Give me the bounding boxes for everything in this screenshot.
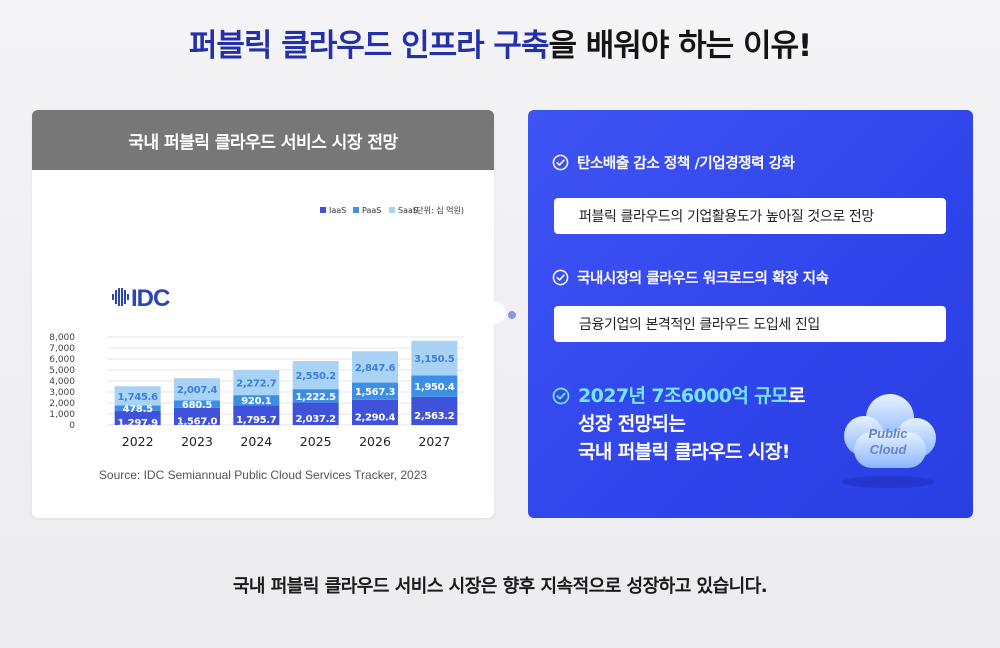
bar-iaas-2026 [352, 399, 398, 425]
bar-saas-2023 [174, 378, 220, 401]
data-label: 2,290.4 [355, 412, 396, 423]
check-circle-icon [552, 154, 569, 171]
callout-line-3: 국내 퍼블릭 클라우드 시장! [578, 441, 790, 463]
reasons-panel: 탄소배출 감소 정책 /기업경쟁력 강화 퍼블릭 클라우드의 기업활용도가 높아… [528, 110, 973, 518]
bar-iaas-2022 [114, 410, 161, 425]
legend-swatch [389, 207, 395, 213]
bar-iaas-2024 [233, 405, 280, 425]
bar-iaas-2025 [292, 402, 339, 425]
market-size-callout: 2027년 7조6000억 규모 로 성장 전망되는 국내 퍼블릭 클라우드 시장… [552, 382, 806, 466]
x-tick-label: 2024 [240, 434, 272, 449]
check-circle-icon [552, 269, 569, 286]
legend-swatch [353, 207, 359, 213]
data-label: 2,563.2 [414, 411, 455, 422]
idc-logo-text: IDC [131, 285, 170, 312]
reason-1: 탄소배출 감소 정책 /기업경쟁력 강화 [552, 152, 795, 173]
data-label: 3,150.5 [414, 354, 455, 365]
data-label: 680.5 [182, 400, 212, 411]
y-tick-label: 3,000 [49, 388, 75, 398]
cloud-text-line2: Cloud [870, 442, 908, 457]
data-label: 1,297.9 [118, 418, 159, 429]
reason-2-pill: 금융기업의 본격적인 클라우드 도입세 진입 [554, 306, 946, 342]
y-tick-label: 0 [69, 421, 75, 431]
x-tick-label: 2027 [418, 434, 450, 449]
page-headline: 퍼블릭 클라우드 인프라 구축을 배워야 하는 이유! [0, 20, 1000, 65]
y-tick-label: 4,000 [49, 377, 75, 387]
bar-paas-2022 [114, 405, 161, 411]
cloud-text-line1: Public [868, 426, 908, 441]
bar-paas-2025 [292, 389, 339, 403]
data-label: 2,272.7 [236, 379, 277, 390]
y-tick-label: 1,000 [49, 410, 75, 420]
connector-dot [508, 311, 516, 319]
x-tick-label: 2022 [122, 434, 154, 449]
data-label: 2,847.6 [355, 363, 396, 374]
reason-2-text: 국내시장의 클라우드 워크로드의 확장 지속 [577, 271, 829, 287]
data-label: 1,795.7 [236, 415, 277, 426]
legend-label: PaaS [362, 206, 381, 215]
idc-globe-icon [112, 288, 129, 306]
market-chart: IDC 01,0002,0003,0004,0005,0006,0007,000… [49, 205, 464, 449]
callout-line-2: 성장 전망되는 [578, 413, 686, 435]
data-label: 1,222.5 [296, 392, 337, 403]
y-tick-label: 6,000 [49, 355, 75, 365]
y-tick-label: 5,000 [49, 366, 75, 376]
data-label: 2,550.2 [296, 371, 337, 382]
x-tick-label: 2025 [300, 434, 332, 449]
bar-paas-2026 [352, 382, 398, 400]
data-label: 1,567.0 [177, 416, 218, 427]
chart-header: 국내 퍼블릭 클라우드 서비스 시장 전망 [32, 110, 494, 170]
y-tick-label: 7,000 [49, 344, 75, 354]
connector-circle [484, 302, 506, 324]
reason-2: 국내시장의 클라우드 워크로드의 확장 지속 [552, 267, 829, 288]
market-chart-card: 국내 퍼블릭 클라우드 서비스 시장 전망 IDC 0 1,000 2,000 3,0… [32, 110, 494, 518]
legend-label: IaaS [329, 206, 346, 215]
callout-suffix: 로 [788, 385, 805, 407]
unit-label: (단위: 십 억원) [413, 205, 464, 215]
data-label: 478.5 [123, 404, 153, 415]
data-label: 1,950.4 [414, 382, 455, 393]
headline-highlight: 퍼블릭 클라우드 인프라 구축 [188, 28, 550, 64]
data-label: 1,745.6 [118, 392, 159, 403]
bar-saas-2025 [292, 361, 339, 390]
reason-1-text: 탄소배출 감소 정책 /기업경쟁력 강화 [577, 156, 795, 172]
bar-saas-2024 [233, 370, 280, 396]
headline-rest: 을 배워야 하는 이유! [548, 28, 812, 64]
bar-iaas-2023 [174, 407, 220, 425]
x-tick-label: 2026 [359, 434, 391, 449]
footer-statement: 국내 퍼블릭 클라우드 서비스 시장은 향후 지속적으로 성장하고 있습니다. [232, 576, 768, 597]
cloud-icon: Public Cloud [842, 394, 936, 488]
legend-label: SaaS [398, 206, 418, 215]
x-tick-label: 2023 [181, 434, 213, 449]
idc-logo: IDC [112, 285, 171, 312]
data-label: 1,567.3 [355, 387, 396, 398]
bar-paas-2024 [233, 395, 280, 406]
bar-paas-2023 [174, 400, 220, 408]
bar-iaas-2027 [411, 396, 458, 425]
data-label: 920.1 [241, 396, 271, 407]
bar-paas-2027 [411, 375, 458, 397]
y-tick-label: 8,000 [49, 333, 75, 343]
callout-highlight: 2027년 7조6000억 규모 [578, 385, 789, 407]
check-circle-icon [552, 387, 570, 405]
reason-1-pill: 퍼블릭 클라우드의 기업활용도가 높아질 것으로 전망 [554, 198, 946, 234]
bar-saas-2026 [352, 351, 398, 383]
data-label: 2,007.4 [177, 385, 218, 396]
y-tick-label: 2,000 [49, 399, 75, 409]
data-label: 2,037.2 [296, 414, 337, 425]
bar-saas-2027 [411, 340, 458, 376]
source-note: Source: IDC Semiannual Public Cloud Serv… [98, 468, 428, 482]
legend-swatch [320, 207, 326, 213]
bar-saas-2022 [114, 386, 161, 406]
